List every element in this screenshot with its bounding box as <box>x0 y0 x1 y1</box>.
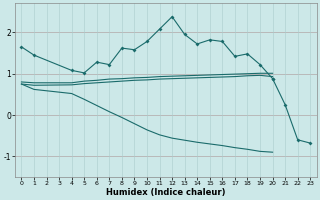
X-axis label: Humidex (Indice chaleur): Humidex (Indice chaleur) <box>106 188 226 197</box>
